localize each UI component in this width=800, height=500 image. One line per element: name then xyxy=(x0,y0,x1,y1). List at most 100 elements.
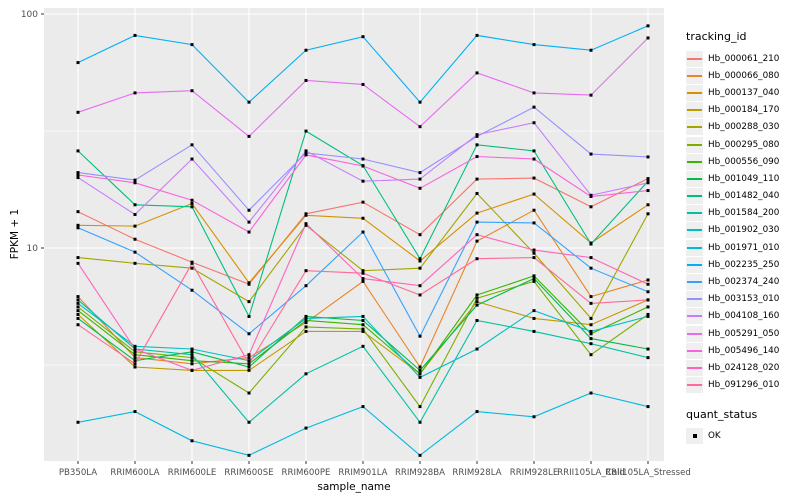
data-point xyxy=(133,178,137,182)
legend-color-line xyxy=(687,349,702,352)
data-point xyxy=(76,171,80,175)
data-point xyxy=(190,353,194,357)
legend-item: Hb_024128_020 xyxy=(686,359,798,376)
data-point xyxy=(475,233,479,237)
data-point xyxy=(589,391,593,395)
data-point xyxy=(475,300,479,304)
legend-color-line xyxy=(687,366,702,369)
data-point xyxy=(589,329,593,333)
data-point xyxy=(190,198,194,202)
data-point xyxy=(304,269,308,273)
legend-item-label: Hb_024128_020 xyxy=(708,362,780,373)
legend-key-swatch xyxy=(686,291,703,308)
data-point xyxy=(361,277,365,281)
legend-item-label: Hb_005496_140 xyxy=(708,345,780,356)
legend-item-label: Hb_000288_030 xyxy=(708,122,780,133)
legend-key-swatch xyxy=(686,50,703,67)
data-point xyxy=(76,323,80,327)
data-point xyxy=(646,36,650,40)
legend: tracking_id Hb_000061_210 Hb_000066_080 Hb… xyxy=(686,30,798,445)
data-point xyxy=(247,314,251,318)
data-point xyxy=(133,203,137,207)
data-point xyxy=(190,439,194,443)
data-point xyxy=(475,318,479,322)
data-point xyxy=(133,347,137,351)
data-point xyxy=(532,279,536,283)
legend-color-line xyxy=(687,177,702,180)
data-point xyxy=(418,266,422,270)
legend-key-swatch xyxy=(686,153,703,170)
data-point xyxy=(589,295,593,299)
data-point xyxy=(589,316,593,320)
legend-item-label: OK xyxy=(708,431,721,442)
data-point xyxy=(475,239,479,243)
data-point xyxy=(304,314,308,318)
data-point xyxy=(475,293,479,297)
legend-color-line xyxy=(687,91,702,94)
data-point xyxy=(190,350,194,354)
data-point xyxy=(646,181,650,185)
data-point xyxy=(76,176,80,180)
legend-item-label: Hb_000184_170 xyxy=(708,105,780,116)
legend-color-line xyxy=(687,332,702,335)
data-point xyxy=(247,300,251,304)
data-point xyxy=(361,271,365,275)
data-point xyxy=(475,220,479,224)
legend-color-line xyxy=(687,109,702,112)
legend-key-swatch xyxy=(686,239,703,256)
data-point xyxy=(589,93,593,97)
legend-key-swatch xyxy=(686,84,703,101)
legend-item-label: Hb_002235_250 xyxy=(708,259,780,270)
data-point xyxy=(589,353,593,357)
legend-key-swatch xyxy=(686,428,703,445)
data-point xyxy=(532,248,536,252)
legend-key-swatch xyxy=(686,188,703,205)
data-point xyxy=(361,329,365,333)
legend-item-label: Hb_001902_030 xyxy=(708,225,780,236)
legend-color-line xyxy=(687,126,702,129)
legend-key-swatch xyxy=(686,342,703,359)
data-point xyxy=(646,356,650,360)
data-point xyxy=(418,365,422,369)
data-point xyxy=(76,226,80,230)
data-point xyxy=(475,33,479,37)
legend-item: Hb_002374_240 xyxy=(686,273,798,291)
legend-title-tracking-id: tracking_id xyxy=(686,30,747,43)
data-point xyxy=(418,405,422,409)
data-point xyxy=(304,316,308,320)
data-point xyxy=(589,242,593,246)
data-point xyxy=(418,233,422,237)
x-tick-label: RRIM600LE xyxy=(168,468,217,478)
data-point xyxy=(304,329,308,333)
data-point xyxy=(646,24,650,28)
data-point xyxy=(475,143,479,147)
data-point xyxy=(532,277,536,281)
legend-item: Hb_000295_080 xyxy=(686,136,798,153)
data-point xyxy=(532,149,536,153)
data-point xyxy=(418,375,422,379)
data-point xyxy=(532,192,536,196)
data-point xyxy=(475,177,479,181)
x-tick-label: RRIM928LE xyxy=(510,468,559,478)
legend-color-line xyxy=(687,298,702,301)
x-tick-label: RRIM600PE xyxy=(282,468,331,478)
data-point xyxy=(475,134,479,138)
legend-key-swatch xyxy=(686,67,703,84)
data-point xyxy=(133,33,137,37)
legend-key-swatch xyxy=(686,256,703,273)
legend-item: Hb_000061_210 xyxy=(686,50,798,67)
data-point xyxy=(646,155,650,159)
data-point xyxy=(76,295,80,299)
data-point xyxy=(361,318,365,322)
data-point xyxy=(532,208,536,212)
data-point xyxy=(589,332,593,336)
data-point xyxy=(589,337,593,341)
legend-key-swatch xyxy=(686,102,703,119)
legend-item: Hb_000288_030 xyxy=(686,119,798,136)
data-point xyxy=(247,359,251,363)
data-point xyxy=(304,318,308,322)
data-point xyxy=(361,216,365,220)
data-point xyxy=(532,91,536,95)
